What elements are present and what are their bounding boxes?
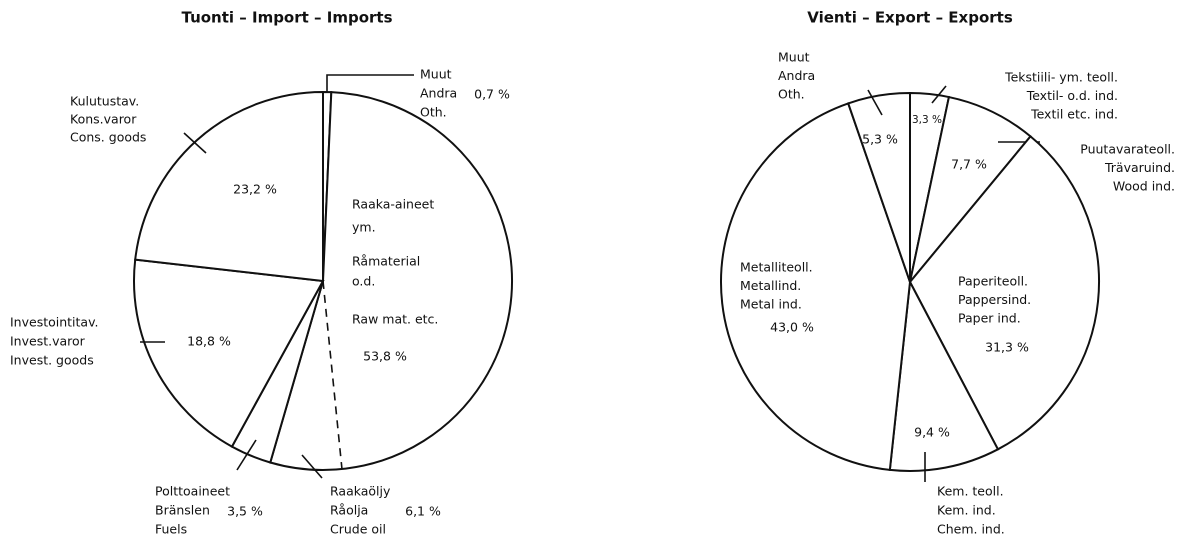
leader-line (867, 89, 883, 116)
slice-label: Paperiteoll. (958, 274, 1028, 289)
slice-label: Kem. ind. (937, 503, 996, 518)
sub-slice-divider (322, 280, 343, 470)
slice-label: Paper ind. (958, 311, 1021, 326)
slice-label: Polttoaineet (155, 484, 230, 499)
slice-label: Råolja (330, 503, 368, 518)
value-label: 6,1 % (405, 504, 441, 519)
slice-label: Textil- o.d. ind. (1026, 88, 1118, 103)
slice-label: Kulutustav. (70, 94, 139, 109)
slice-label: Trävaruind. (1104, 160, 1175, 175)
leader-line (183, 132, 207, 154)
slice-label: Puutavarateoll. (1080, 142, 1175, 157)
slice-label: Bränslen (155, 503, 210, 518)
pie-slice (134, 90, 324, 283)
slice-label: Tekstiili- ym. teoll. (1004, 70, 1118, 85)
slice-label: Crude oil (330, 522, 386, 537)
chart-title: Vienti – Export – Exports (807, 9, 1013, 27)
slice-label: Muut (420, 67, 452, 82)
slice-label: Invest. goods (10, 353, 94, 368)
pie-slice (888, 278, 1000, 472)
value-label: 3,3 % (912, 114, 942, 126)
slice-label: Kem. teoll. (937, 484, 1004, 499)
pie-slice (846, 91, 911, 283)
slice-label: Chem. ind. (937, 522, 1005, 537)
slice-label: Raakaöljy (330, 484, 391, 499)
slice-label: Metallind. (740, 278, 801, 293)
value-label: 43,0 % (770, 320, 814, 335)
slice-label: Muut (778, 50, 810, 65)
value-label: 0,7 % (474, 87, 510, 102)
pie-slice (269, 91, 513, 471)
slice-label: Raw mat. etc. (352, 312, 438, 327)
slice-label: Metalliteoll. (740, 260, 813, 275)
slice-label: Wood ind. (1113, 179, 1175, 194)
slice-label: Fuels (155, 522, 187, 537)
slice-label: Metal ind. (740, 297, 802, 312)
slice-label: Andra (420, 86, 457, 101)
slice-label: Invest.varor (10, 334, 86, 349)
leader-line (301, 454, 323, 479)
slice-label: Kons.varor (70, 112, 137, 127)
slice-label: Oth. (420, 105, 447, 120)
pie-slice (133, 258, 325, 448)
value-label: 3,5 % (227, 504, 263, 519)
value-label: 18,8 % (187, 334, 231, 349)
slice-label: Cons. goods (70, 130, 146, 145)
leader-line (326, 74, 414, 92)
slice-label: Investointitav. (10, 315, 99, 330)
slice-label: Raaka-aineet (352, 197, 434, 212)
slice-label: ym. (352, 220, 376, 235)
leader-line (931, 85, 947, 104)
pie-slice (720, 102, 912, 472)
value-label: 23,2 % (233, 182, 277, 197)
leader-line (236, 439, 257, 471)
chart-title: Tuonti – Import – Imports (181, 9, 392, 27)
value-label: 31,3 % (985, 340, 1029, 355)
value-label: 9,4 % (914, 425, 950, 440)
slice-label: o.d. (352, 274, 375, 289)
slice-label: Textil etc. ind. (1030, 107, 1118, 122)
value-label: 7,7 % (951, 157, 987, 172)
slice-label: Oth. (778, 87, 805, 102)
slice-label: Andra (778, 68, 815, 83)
slice-label: Pappersind. (958, 292, 1031, 307)
slice-label: Råmaterial (352, 254, 420, 269)
value-label: 53,8 % (363, 349, 407, 364)
value-label: 5,3 % (862, 132, 898, 147)
